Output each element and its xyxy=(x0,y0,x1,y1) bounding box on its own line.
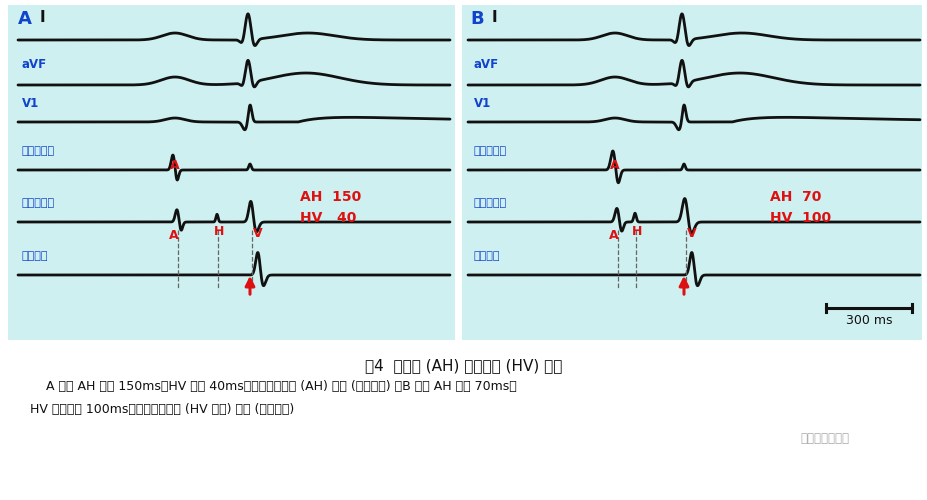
Text: V1: V1 xyxy=(22,97,39,110)
Text: 右室电图: 右室电图 xyxy=(22,251,48,261)
Text: V: V xyxy=(253,227,262,240)
Text: A: A xyxy=(609,159,619,172)
Text: 朱晓晓心电资讯: 朱晓晓心电资讯 xyxy=(799,432,848,444)
Text: 300 ms: 300 ms xyxy=(844,314,891,327)
Text: A: A xyxy=(169,229,178,242)
Text: 右室电图: 右室电图 xyxy=(474,251,500,261)
Text: H: H xyxy=(214,225,224,238)
Text: I: I xyxy=(491,10,497,25)
Text: A: A xyxy=(18,10,32,28)
Text: HV 间期长达 100ms，诊断为希浦系 (HV 间期) 阻滞 (箭头指示): HV 间期长达 100ms，诊断为希浦系 (HV 间期) 阻滞 (箭头指示) xyxy=(30,403,294,416)
Text: aVF: aVF xyxy=(22,58,47,71)
Text: aVF: aVF xyxy=(474,58,499,71)
Text: V1: V1 xyxy=(474,97,490,110)
Text: A 图中 AH 间期 150ms，HV 间期 40ms，诊断为房室结 (AH) 阻滞 (箭头指示) ；B 图中 AH 间期 70ms，: A 图中 AH 间期 150ms，HV 间期 40ms，诊断为房室结 (AH) … xyxy=(30,380,516,393)
Text: B: B xyxy=(469,10,483,28)
Text: AH  150: AH 150 xyxy=(299,190,361,204)
Text: H: H xyxy=(631,225,641,238)
Text: V: V xyxy=(686,227,696,240)
Text: HV   40: HV 40 xyxy=(299,211,356,225)
Text: A: A xyxy=(170,159,180,172)
Text: I: I xyxy=(40,10,45,25)
Text: 希氏束电图: 希氏束电图 xyxy=(474,198,506,208)
Text: AH  70: AH 70 xyxy=(769,190,820,204)
Text: 图4  房室结 (AH) 和希浦系 (HV) 阻滞: 图4 房室结 (AH) 和希浦系 (HV) 阻滞 xyxy=(365,358,562,373)
Text: A: A xyxy=(608,229,618,242)
Text: HV  100: HV 100 xyxy=(769,211,831,225)
Text: 高右房电图: 高右房电图 xyxy=(474,146,506,156)
Bar xyxy=(8,5,454,340)
Text: 高右房电图: 高右房电图 xyxy=(22,146,55,156)
Text: 希氏束电图: 希氏束电图 xyxy=(22,198,55,208)
Bar xyxy=(462,5,921,340)
